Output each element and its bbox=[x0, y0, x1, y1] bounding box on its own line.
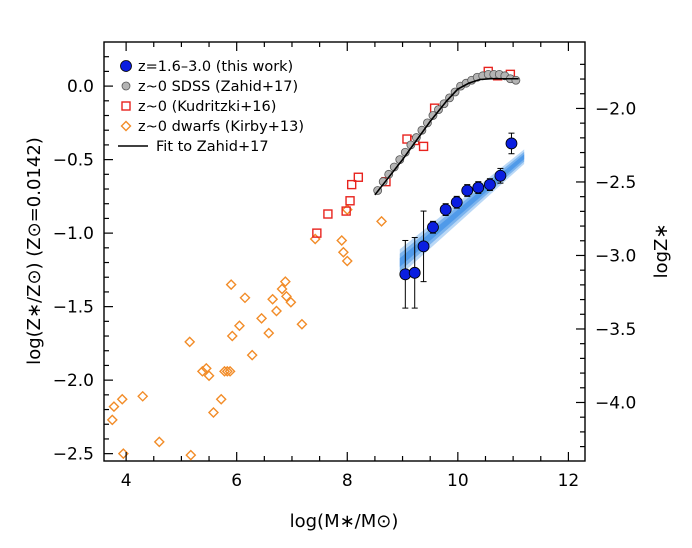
legend-label: Fit to Zahid+17 bbox=[156, 139, 269, 155]
data-point bbox=[417, 240, 430, 253]
data-point bbox=[184, 336, 196, 348]
data-point bbox=[203, 370, 215, 382]
data-point bbox=[427, 221, 439, 234]
data-point bbox=[256, 312, 268, 324]
data-point bbox=[271, 305, 282, 317]
data-point bbox=[239, 292, 251, 304]
data-point bbox=[408, 266, 421, 279]
x-tick-label: 4 bbox=[121, 471, 132, 491]
y2-tick-label: −3.5 bbox=[595, 320, 636, 340]
legend-marker bbox=[121, 101, 131, 111]
y2-tick-label: −4.0 bbox=[595, 393, 636, 413]
data-point bbox=[376, 215, 388, 227]
data-point bbox=[225, 279, 237, 291]
legend-marker bbox=[120, 60, 132, 72]
legend-label: z~0 dwarfs (Kirby+13) bbox=[138, 119, 304, 135]
data-point bbox=[153, 436, 165, 448]
data-point bbox=[246, 349, 258, 361]
data-point bbox=[116, 393, 128, 405]
y-tick-label: −1.5 bbox=[53, 298, 94, 318]
data-point bbox=[423, 118, 432, 128]
x-tick-label: 6 bbox=[231, 471, 242, 491]
data-point bbox=[345, 196, 355, 206]
data-point bbox=[472, 181, 485, 194]
data-point bbox=[439, 203, 452, 216]
data-point bbox=[341, 255, 353, 267]
legend-marker bbox=[120, 120, 132, 132]
data-point bbox=[263, 327, 275, 339]
data-point bbox=[494, 169, 507, 182]
data-point bbox=[215, 393, 227, 405]
y-tick-label: −2.5 bbox=[53, 445, 94, 465]
data-point bbox=[285, 296, 297, 308]
y2-axis-label: logZ∗ bbox=[651, 224, 672, 279]
legend-label: z~0 SDSS (Zahid+17) bbox=[138, 79, 298, 95]
data-point bbox=[279, 276, 291, 288]
data-point bbox=[418, 141, 429, 152]
y-tick-label: −1.0 bbox=[53, 224, 94, 244]
y-tick-label: −2.0 bbox=[53, 371, 94, 391]
data-point bbox=[309, 233, 321, 245]
legend-label: z=1.6–3.0 (this work) bbox=[138, 59, 293, 75]
x-axis-label: log(M∗/M⊙) bbox=[290, 511, 399, 532]
data-point bbox=[108, 401, 120, 413]
data-point bbox=[137, 390, 149, 402]
data-point bbox=[312, 228, 322, 238]
x-tick-label: 10 bbox=[447, 471, 469, 491]
data-point bbox=[196, 365, 208, 377]
y-tick-label: −0.5 bbox=[53, 151, 94, 171]
y2-tick-label: −3.0 bbox=[595, 246, 636, 266]
y2-tick-label: −2.0 bbox=[595, 99, 636, 119]
data-point bbox=[267, 293, 279, 305]
data-point bbox=[484, 178, 496, 191]
data-point bbox=[280, 290, 292, 302]
data-point bbox=[323, 209, 333, 219]
data-point bbox=[185, 449, 197, 461]
data-point bbox=[511, 75, 521, 85]
x-tick-label: 8 bbox=[342, 471, 353, 491]
data-point bbox=[461, 184, 474, 197]
legend-marker bbox=[121, 81, 131, 91]
data-point bbox=[200, 362, 212, 374]
data-point bbox=[336, 234, 348, 246]
data-point bbox=[106, 414, 118, 426]
data-point bbox=[337, 246, 349, 258]
data-point bbox=[346, 179, 357, 190]
data-point bbox=[226, 330, 238, 342]
legend-label: z~0 (Kudritzki+16) bbox=[138, 99, 276, 115]
legend: z=1.6–3.0 (this work) z~0 SDSS (Zahid+17)… bbox=[118, 59, 304, 155]
data-point bbox=[450, 196, 463, 209]
data-point bbox=[276, 283, 288, 295]
y-tick-label: 0.0 bbox=[67, 77, 94, 97]
data-point bbox=[428, 111, 438, 120]
plot-frame bbox=[103, 41, 586, 462]
data-point bbox=[233, 320, 245, 332]
data-point bbox=[505, 137, 518, 150]
y2-tick-label: −2.5 bbox=[595, 173, 636, 193]
data-point bbox=[296, 318, 308, 330]
data-point bbox=[224, 365, 236, 377]
data-point bbox=[207, 406, 219, 418]
y-axis-label: log(Z∗/Z⊙) (Z⊙=0.0142) bbox=[24, 137, 45, 365]
data-point bbox=[353, 172, 364, 182]
x-tick-label: 12 bbox=[558, 471, 580, 491]
fit-band bbox=[399, 154, 525, 267]
data-point bbox=[221, 365, 233, 377]
fit-line bbox=[374, 77, 519, 196]
data-point bbox=[341, 206, 351, 216]
data-point bbox=[378, 177, 388, 187]
